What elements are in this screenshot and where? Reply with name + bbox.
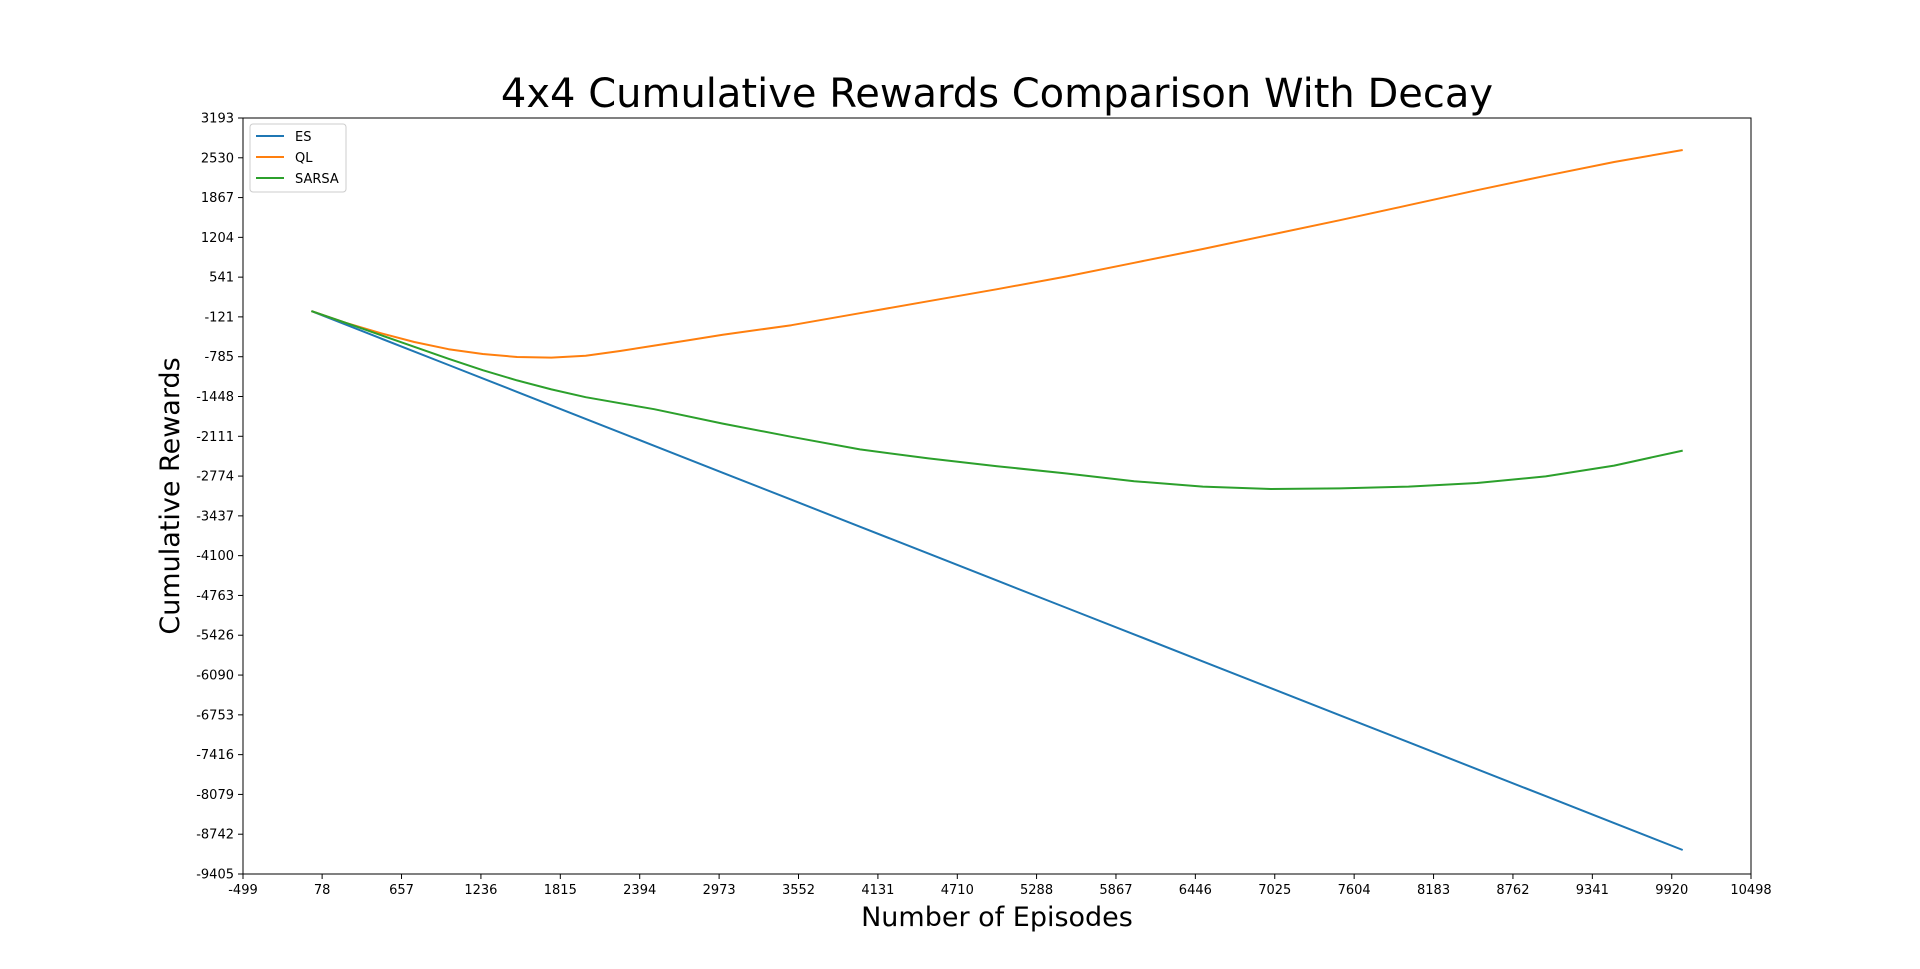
legend-label-ql: QL (295, 151, 313, 166)
x-tick-label: 657 (389, 883, 414, 898)
x-tick-label: 5867 (1099, 883, 1132, 898)
series-line-es (311, 310, 1684, 851)
y-tick-label: -6753 (196, 708, 234, 723)
x-tick-label: 10498 (1730, 883, 1771, 898)
x-tick-label: 8762 (1496, 883, 1529, 898)
y-tick-label: -8742 (196, 828, 234, 843)
x-tick-label: 3552 (782, 883, 815, 898)
x-tick-label: 4710 (941, 883, 974, 898)
legend-label-es: ES (295, 130, 311, 145)
y-tick-label: 541 (209, 271, 234, 286)
y-tick-label: -2111 (196, 430, 234, 445)
y-tick-label: -7416 (196, 748, 234, 763)
legend-box (249, 123, 347, 193)
y-axis: 3193 2530 1867 1204 541 -121 -785 -1448 -2111 -27… (196, 112, 243, 883)
x-tick-label: 7604 (1338, 883, 1371, 898)
y-tick-label: -785 (204, 350, 234, 365)
x-tick-label: 2394 (623, 883, 656, 898)
y-tick-label: -5426 (196, 629, 234, 644)
y-tick-label: 2530 (201, 151, 234, 166)
y-tick-label: -9405 (196, 868, 234, 883)
y-tick-label: -8079 (196, 788, 234, 803)
legend-label-sarsa: SARSA (295, 172, 339, 187)
x-tick-label: 6446 (1179, 883, 1212, 898)
y-tick-label: -4763 (196, 589, 234, 604)
legend: ES QL SARSA (249, 123, 347, 193)
x-tick-label: 8183 (1417, 883, 1450, 898)
plot-series (311, 149, 1684, 851)
y-axis-title: Cumulative Rewards (155, 357, 186, 634)
y-tick-label: -2774 (196, 470, 234, 485)
y-tick-label: -121 (204, 310, 234, 325)
y-tick-label: 1204 (201, 231, 234, 246)
chart-title: 4x4 Cumulative Rewards Comparison With D… (501, 71, 1493, 117)
x-tick-label: 9920 (1655, 883, 1688, 898)
x-tick-label: 2973 (703, 883, 736, 898)
x-tick-label: -499 (228, 883, 258, 898)
y-tick-label: -3437 (196, 509, 234, 524)
plot-frame (242, 117, 1752, 875)
x-tick-label: 1815 (544, 883, 577, 898)
x-tick-label: 78 (314, 883, 331, 898)
y-tick-label: 3193 (201, 112, 234, 127)
x-tick-label: 7025 (1258, 883, 1291, 898)
series-line-ql (311, 149, 1683, 359)
y-tick-label: -1448 (196, 390, 234, 405)
x-axis: -499 78 657 1236 1815 2394 2973 3552 4131 4710 528… (228, 874, 1772, 898)
x-tick-label: 9341 (1576, 883, 1609, 898)
x-tick-label: 5288 (1020, 883, 1053, 898)
x-tick-label: 4131 (861, 883, 894, 898)
x-axis-title: Number of Episodes (861, 902, 1133, 933)
x-tick-label: 1236 (464, 883, 497, 898)
y-tick-label: 1867 (201, 191, 234, 206)
y-tick-label: -6090 (196, 669, 234, 684)
y-tick-label: -4100 (196, 549, 234, 564)
series-line-sarsa (311, 310, 1683, 490)
